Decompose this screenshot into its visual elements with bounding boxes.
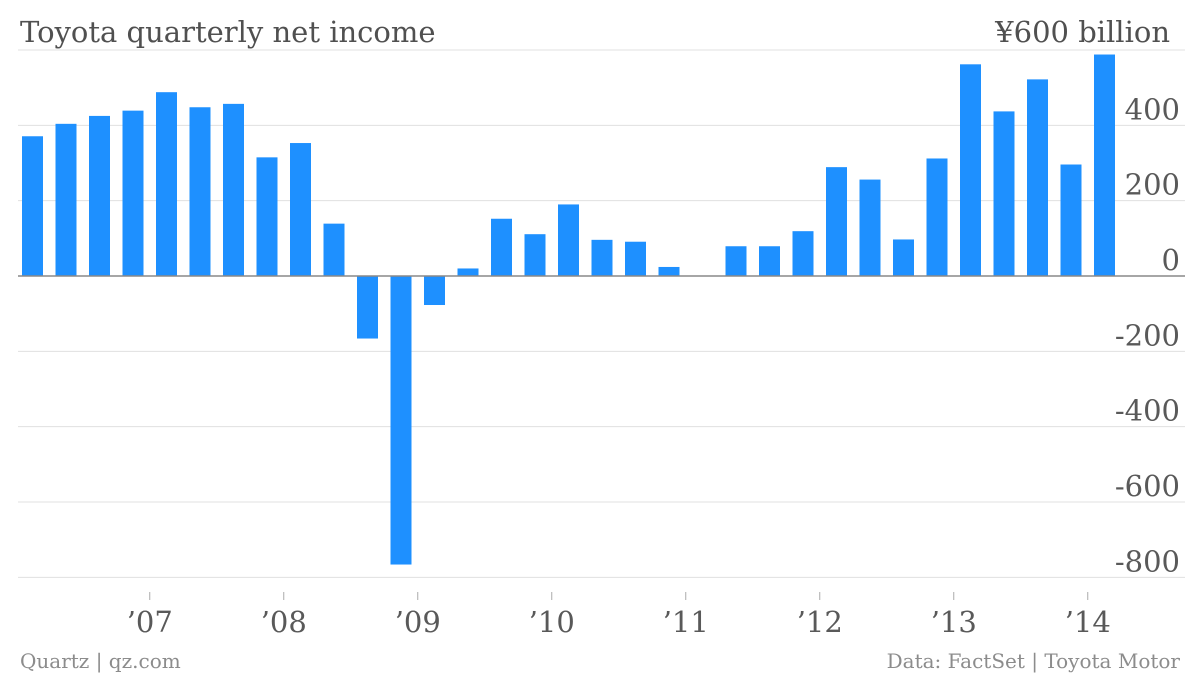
y-tick-label: 200	[1125, 168, 1180, 202]
bar	[1027, 79, 1048, 276]
bar	[1094, 54, 1115, 276]
bar	[323, 223, 345, 276]
y-tick-label: -600	[1115, 469, 1180, 503]
chart-title: Toyota quarterly net income	[20, 15, 436, 49]
bar	[491, 218, 512, 276]
x-tick-label: ’07	[127, 605, 173, 639]
x-tick-label: ’10	[529, 605, 575, 639]
y-tick-label: 400	[1125, 92, 1180, 126]
bar	[926, 158, 948, 276]
bar	[22, 136, 43, 276]
bar	[960, 64, 981, 277]
bar	[524, 234, 546, 276]
bar	[189, 107, 211, 277]
bar	[256, 157, 278, 276]
bar	[725, 246, 747, 276]
x-axis-tick-labels: ’07 ’08 ’09 ’10 ’11 ’12 ’13 ’14	[127, 592, 1111, 639]
bar	[859, 179, 881, 276]
bar	[457, 268, 479, 276]
footer-source-right: Data: FactSet | Toyota Motor	[887, 649, 1181, 674]
gridlines	[18, 49, 1185, 578]
y-tick-label: -800	[1115, 544, 1180, 578]
x-tick-label: ’12	[797, 605, 843, 639]
bar	[893, 239, 914, 276]
bar	[658, 266, 680, 276]
bar	[89, 115, 110, 277]
y-tick-label: -200	[1115, 318, 1180, 352]
bar	[826, 167, 847, 276]
bar	[156, 92, 177, 276]
bar	[424, 276, 445, 306]
bar	[558, 204, 579, 276]
bar	[290, 143, 311, 276]
bar	[993, 111, 1015, 276]
x-tick-label: ’13	[931, 605, 977, 639]
y-axis-tick-labels: 400 200 0 -200 -400 -600 -800	[1115, 92, 1180, 578]
bar	[759, 246, 780, 276]
bar	[792, 231, 814, 276]
bar	[357, 276, 378, 339]
y-tick-label: 0	[1162, 243, 1180, 277]
x-tick-label: ’14	[1065, 605, 1111, 639]
bar	[223, 103, 244, 276]
bar	[390, 276, 412, 565]
bar	[591, 239, 613, 276]
unit-label: ¥600 billion	[994, 15, 1170, 49]
y-tick-label: -400	[1115, 394, 1180, 428]
footer-source-left: Quartz | qz.com	[20, 649, 181, 674]
x-tick-label: ’09	[395, 605, 441, 639]
bar	[122, 110, 144, 276]
x-tick-label: ’11	[663, 605, 709, 639]
x-tick-label: ’08	[261, 605, 307, 639]
bars	[22, 54, 1115, 565]
bar	[1060, 164, 1082, 276]
bar	[625, 241, 646, 276]
bar	[55, 123, 77, 277]
